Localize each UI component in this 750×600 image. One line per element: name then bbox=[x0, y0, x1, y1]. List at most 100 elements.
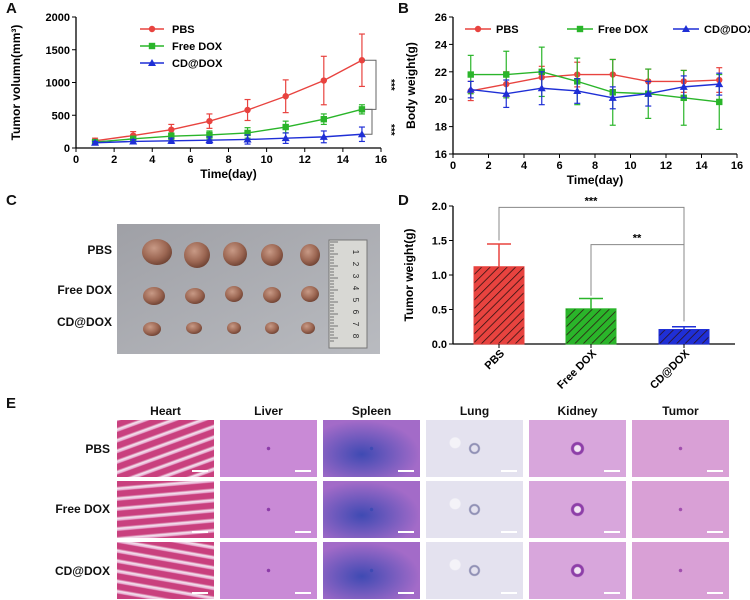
data-point bbox=[168, 126, 175, 133]
histology-row-label: CD@DOX bbox=[54, 564, 110, 578]
x-tick-label: 10 bbox=[261, 154, 273, 166]
data-point bbox=[129, 137, 138, 145]
series-line bbox=[95, 108, 363, 143]
data-point bbox=[537, 84, 546, 92]
x-tick-label: 4 bbox=[149, 154, 156, 166]
panel-letter-a: A bbox=[6, 0, 17, 17]
x-tick-label: 14 bbox=[337, 154, 350, 166]
y-axis-label: Body weight(g) bbox=[404, 42, 418, 129]
histology-image-lung bbox=[426, 542, 523, 599]
tumor-specimen bbox=[223, 242, 247, 266]
series-cd-dox bbox=[91, 126, 366, 146]
histology-image-kidney bbox=[529, 481, 626, 538]
ruler-number: 5 bbox=[351, 298, 360, 303]
legend-label: CD@DOX bbox=[172, 58, 223, 70]
ruler bbox=[328, 239, 368, 349]
data-point bbox=[148, 59, 156, 66]
x-tick-label: 8 bbox=[592, 160, 598, 172]
scale-bar bbox=[192, 470, 208, 472]
data-point bbox=[715, 80, 724, 88]
x-tick-label: CD@DOX bbox=[648, 347, 693, 392]
y-tick-label: 2.0 bbox=[432, 201, 447, 213]
significance-bracket bbox=[364, 108, 373, 135]
data-point bbox=[168, 133, 175, 140]
scale-bar bbox=[192, 531, 208, 533]
y-tick-label: 1500 bbox=[46, 45, 70, 57]
series-line bbox=[470, 83, 720, 99]
tumor-specimen bbox=[143, 287, 165, 305]
bar bbox=[658, 329, 710, 345]
data-point bbox=[358, 106, 366, 113]
y-tick-label: 22 bbox=[435, 67, 447, 79]
x-tick-label: 0 bbox=[73, 154, 79, 166]
panel-letter-e: E bbox=[6, 395, 17, 412]
histology-column-label: Tumor bbox=[662, 404, 699, 418]
data-point bbox=[148, 25, 156, 33]
scale-bar bbox=[604, 470, 620, 472]
x-tick-label: 6 bbox=[187, 154, 193, 166]
tumor-specimen bbox=[301, 286, 319, 302]
significance-label: *** bbox=[385, 79, 395, 91]
data-point bbox=[282, 123, 289, 131]
y-tick-label: 20 bbox=[435, 94, 447, 106]
ruler-number: 6 bbox=[351, 310, 360, 315]
histology-image-liver bbox=[220, 420, 317, 477]
scale-bar bbox=[295, 531, 311, 533]
y-tick-label: 0 bbox=[64, 143, 70, 155]
ruler-number: 1 bbox=[351, 250, 360, 255]
x-axis-label: Time(day) bbox=[567, 173, 623, 187]
ruler-ticks: 1 2 3 4 5 6 7 8 bbox=[330, 241, 360, 342]
scale-bar bbox=[501, 470, 517, 472]
y-tick-label: 24 bbox=[435, 39, 448, 51]
tumor-specimen bbox=[263, 287, 281, 303]
tumor-specimen bbox=[225, 286, 243, 302]
x-tick-label: 12 bbox=[660, 160, 672, 172]
histology-column-label: Liver bbox=[254, 404, 283, 418]
data-point bbox=[576, 25, 584, 33]
data-point bbox=[320, 115, 328, 123]
data-point bbox=[243, 135, 252, 143]
x-tick-label: 14 bbox=[695, 160, 708, 172]
bar bbox=[473, 266, 525, 345]
y-tick-label: 0.5 bbox=[432, 305, 447, 317]
data-point bbox=[167, 136, 176, 144]
significance-label: *** bbox=[585, 195, 599, 207]
significance-bracket bbox=[364, 59, 377, 110]
y-tick-label: 16 bbox=[435, 149, 447, 161]
data-point bbox=[319, 132, 328, 140]
tumor-specimen bbox=[265, 322, 279, 334]
histology-column-label: Lung bbox=[459, 404, 490, 418]
bar bbox=[565, 308, 617, 345]
histology-image-heart bbox=[117, 542, 214, 599]
histology-image-liver bbox=[220, 481, 317, 538]
series-line bbox=[94, 59, 363, 142]
photo-row-label: Free DOX bbox=[57, 283, 112, 297]
tumor-photo: 1 2 3 4 5 6 7 8 bbox=[117, 224, 380, 354]
data-point bbox=[679, 82, 688, 90]
data-point bbox=[573, 86, 582, 94]
histology-image-spleen bbox=[323, 481, 420, 538]
histology-image-tumor bbox=[632, 542, 729, 599]
significance-label: *** bbox=[385, 124, 395, 136]
histology-column-label: Heart bbox=[150, 404, 181, 418]
x-tick-label: PBS bbox=[483, 348, 507, 372]
histology-image-kidney bbox=[529, 542, 626, 599]
data-point bbox=[682, 25, 690, 32]
tumor-specimen bbox=[227, 322, 241, 334]
histology-column-label: Kidney bbox=[557, 404, 598, 418]
ruler-number: 4 bbox=[351, 286, 360, 291]
histology-image-kidney bbox=[529, 420, 626, 477]
x-tick-label: 16 bbox=[375, 154, 387, 166]
scale-bar bbox=[295, 470, 311, 472]
x-tick-label: 2 bbox=[485, 160, 491, 172]
x-axis-label: Time(day) bbox=[200, 167, 256, 181]
histology-image-heart bbox=[117, 420, 214, 477]
data-point bbox=[206, 117, 213, 125]
y-tick-label: 1000 bbox=[46, 78, 70, 90]
data-point bbox=[503, 71, 510, 78]
histology-image-spleen bbox=[323, 420, 420, 477]
series-line bbox=[470, 71, 720, 103]
tumor-specimen bbox=[184, 242, 210, 268]
histology-grid: Heart Liver Spleen Lung Kidney Tumor PBS… bbox=[0, 398, 750, 600]
data-point bbox=[148, 42, 156, 50]
